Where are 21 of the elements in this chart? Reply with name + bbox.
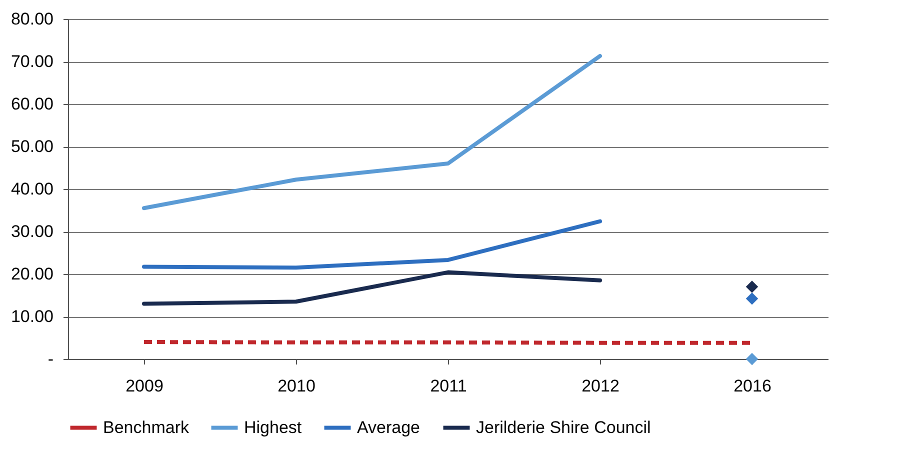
x-tick-label: 2012: [582, 376, 620, 396]
legend-label: Highest: [244, 418, 302, 437]
y-tick-label: 20.00: [10, 264, 54, 284]
x-tick-label: 2010: [278, 376, 316, 396]
x-tick-label: 2011: [430, 376, 467, 396]
y-tick-label: 30.00: [10, 222, 54, 241]
y-tick-label: 10.00: [10, 307, 54, 326]
y-tick-label: -: [48, 350, 54, 368]
y-tick-label: 60.00: [10, 94, 54, 114]
y-tick-label: 70.00: [10, 52, 54, 71]
y-tick-label: 40.00: [10, 180, 54, 198]
x-tick-label: 2009: [126, 376, 164, 396]
y-tick-label: 80.00: [10, 10, 54, 28]
x-tick-label: 2016: [734, 376, 772, 396]
line-series: [142, 54, 602, 210]
legend-label: Average: [357, 418, 420, 437]
legend-label: Jerilderie Shire Council: [476, 418, 651, 437]
line-series: [142, 270, 602, 306]
legend-label: Benchmark: [103, 418, 190, 437]
y-tick-label: 50.00: [10, 137, 54, 156]
line-series: [142, 219, 602, 270]
